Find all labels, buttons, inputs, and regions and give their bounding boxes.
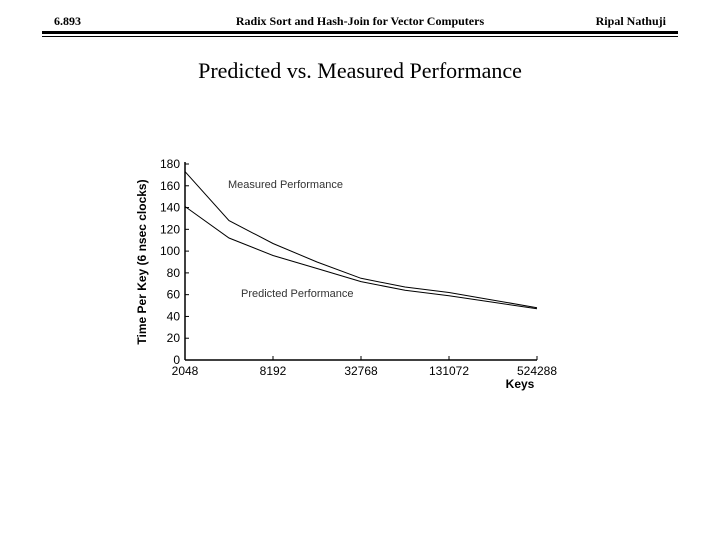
- y-tick-label-5: 100: [160, 244, 180, 258]
- y-tick-label-0: 0: [173, 353, 180, 367]
- y-tick-label-4: 80: [167, 266, 181, 280]
- series-line-predicted: [184, 206, 538, 310]
- x-tick-label-3: 131072: [429, 364, 469, 378]
- y-tick-label-9: 180: [160, 157, 180, 171]
- series-label-measured: Measured Performance: [228, 179, 343, 191]
- slide-title: Predicted vs. Measured Performance: [198, 58, 522, 83]
- y-tick-label-8: 160: [160, 179, 180, 193]
- y-tick-label-1: 20: [167, 331, 181, 345]
- y-tick-label-7: 140: [160, 201, 180, 215]
- x-tick-label-2: 32768: [344, 364, 378, 378]
- series-label-predicted: Predicted Performance: [241, 288, 354, 300]
- y-axis-label: Time Per Key (6 nsec clocks): [135, 179, 149, 344]
- series-line-measured: [184, 171, 538, 309]
- y-tick-label-6: 120: [160, 222, 180, 236]
- header-rule-thin: [42, 36, 678, 37]
- x-tick-label-1: 8192: [260, 364, 287, 378]
- y-tick-label-2: 40: [167, 309, 181, 323]
- slide-header: Radix Sort and Hash-Join for Vector Comp…: [42, 14, 678, 30]
- header-author: Ripal Nathuji: [595, 14, 666, 28]
- header-course-number: 6.893: [54, 14, 81, 28]
- header-center-title: Radix Sort and Hash-Join for Vector Comp…: [235, 14, 485, 28]
- y-tick-label-3: 60: [167, 288, 181, 302]
- x-tick-label-4: 524288: [517, 364, 557, 378]
- header-rule-thick: [42, 31, 678, 34]
- x-tick-label-0: 2048: [172, 364, 199, 378]
- x-axis-label: Keys: [506, 377, 535, 391]
